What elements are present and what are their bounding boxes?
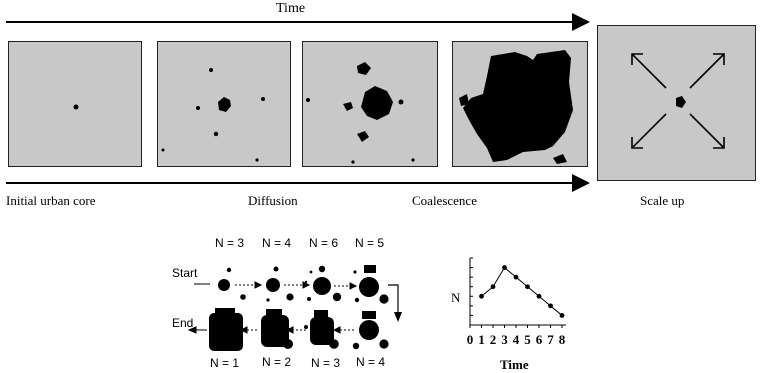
chart-x-tick-label: 4 [513,332,520,347]
chart-data-point [514,275,519,280]
chart-x-tick-label: 5 [524,332,531,347]
chart-x-tick-label: 8 [559,332,566,347]
chart-x-tick-label: 6 [536,332,543,347]
chart-data-point [491,284,496,289]
chart-data-point [502,265,507,270]
chart-data-point [548,303,553,308]
chart-xlabel: Time [500,357,529,373]
chart-data-point [479,294,484,299]
chart-data-point [560,313,565,318]
chart-ylabel: N [451,290,460,306]
chart-series-line [482,268,563,316]
chart-data-point [525,284,530,289]
chart-x-tick-label: 3 [501,332,508,347]
chart-x-tick-label: 0 [467,332,474,347]
chart-x-tick-label: 2 [490,332,497,347]
chart-x-tick-label: 1 [478,332,485,347]
chart-x-tick-label: 7 [547,332,554,347]
chart-data-point [537,294,542,299]
